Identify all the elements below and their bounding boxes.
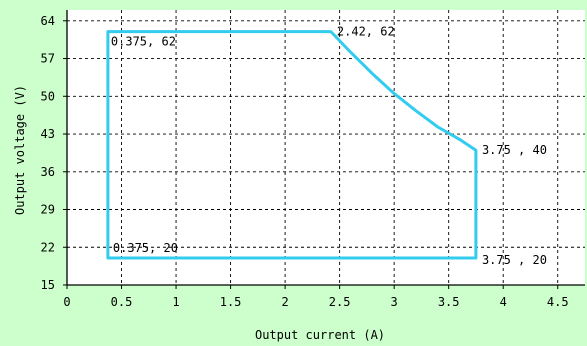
annotation-label: 2.42, 62 (337, 25, 395, 39)
y-tick-label: 64 (41, 14, 55, 28)
annotation-label: 3.75 , 40 (482, 143, 547, 157)
y-tick-label: 36 (41, 165, 55, 179)
x-tick-label: 1.5 (220, 295, 242, 309)
x-axis-title: Output current (A) (255, 328, 385, 342)
annotation-label: 0.375, 62 (111, 35, 176, 49)
plot-area (67, 10, 585, 285)
y-tick-label: 22 (41, 240, 55, 254)
x-tick-label: 0.5 (111, 295, 133, 309)
x-tick-label: 0 (63, 295, 70, 309)
annotation-label: 0.375, 20 (113, 241, 178, 255)
x-tick-label: 4.5 (547, 295, 569, 309)
grid-lines (67, 10, 585, 285)
series-layer (106, 30, 478, 260)
y-tick-label: 15 (41, 278, 55, 292)
annotation-label: 3.75 , 20 (482, 253, 547, 267)
y-tick-label: 43 (41, 127, 55, 141)
tick-labels: 15 22 29 36 43 50 57 64 0 0.5 1 1.5 2 2.5 3 3.5 4 4.5 (41, 14, 569, 309)
y-tick-label: 50 (41, 89, 55, 103)
y-tick-label: 29 (41, 203, 55, 217)
x-tick-label: 3 (391, 295, 398, 309)
y-axis-title: Output voltage (V) (13, 85, 27, 215)
series-line (106, 30, 478, 260)
x-tick-label: 1 (172, 295, 179, 309)
x-tick-label: 2 (281, 295, 288, 309)
annotations: 0.375, 62 2.42, 62 3.75 , 40 0.375, 20 3.75 … (111, 25, 547, 267)
axes (63, 10, 585, 289)
x-tick-label: 4 (500, 295, 507, 309)
x-tick-label: 2.5 (329, 295, 351, 309)
y-tick-label: 57 (41, 52, 55, 66)
x-tick-label: 3.5 (438, 295, 460, 309)
